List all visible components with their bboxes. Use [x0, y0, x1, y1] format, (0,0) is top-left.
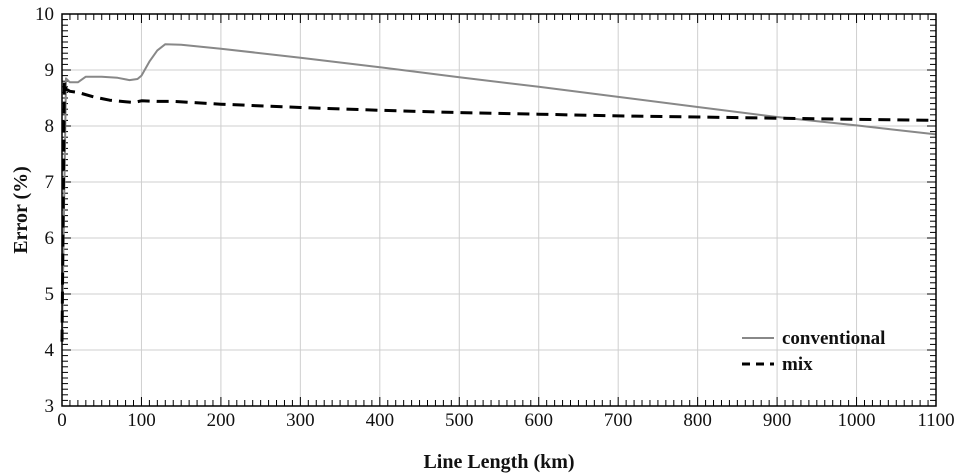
x-tick-label: 900: [763, 410, 792, 431]
x-tick-label: 200: [207, 410, 236, 431]
x-axis-title: Line Length (km): [423, 451, 574, 473]
series-line-conventional: [61, 43, 937, 342]
plot-frame: [61, 13, 937, 407]
y-axis-title: Error (%): [10, 166, 32, 254]
x-tick-label: 400: [366, 410, 395, 431]
y-tick-label: 3: [45, 396, 55, 417]
y-tick-labels: 3 4 5 6 7 8 9 10: [35, 4, 55, 417]
x-tick-label: 300: [286, 410, 315, 431]
x-tick-label: 100: [127, 410, 156, 431]
x-tick-labels: 0 100 200 300 400 500 600 700 800 900 1000 1100: [57, 410, 954, 431]
y-tick-label: 10: [35, 4, 54, 25]
x-tick-label: 800: [683, 410, 712, 431]
y-tick-label: 9: [45, 60, 55, 81]
x-tick-label: 1000: [838, 410, 876, 431]
legend: conventional mix: [742, 328, 885, 375]
y-tick-label: 5: [45, 284, 55, 305]
x-tick-label: 0: [57, 410, 67, 431]
grid-lines: [62, 14, 936, 406]
x-tick-label: 700: [604, 410, 633, 431]
series-lines: [60, 43, 937, 342]
legend-label-conventional: conventional: [782, 328, 885, 349]
legend-label-mix: mix: [782, 354, 813, 375]
y-tick-label: 6: [45, 228, 55, 249]
y-tick-label: 4: [45, 340, 55, 361]
x-tick-label: 600: [524, 410, 553, 431]
x-tick-label: 500: [445, 410, 474, 431]
y-tick-label: 8: [45, 116, 55, 137]
x-tick-label: 1100: [917, 410, 954, 431]
series-line-mix: [60, 79, 937, 342]
y-tick-label: 7: [45, 172, 55, 193]
minor-ticks: [61, 13, 937, 407]
